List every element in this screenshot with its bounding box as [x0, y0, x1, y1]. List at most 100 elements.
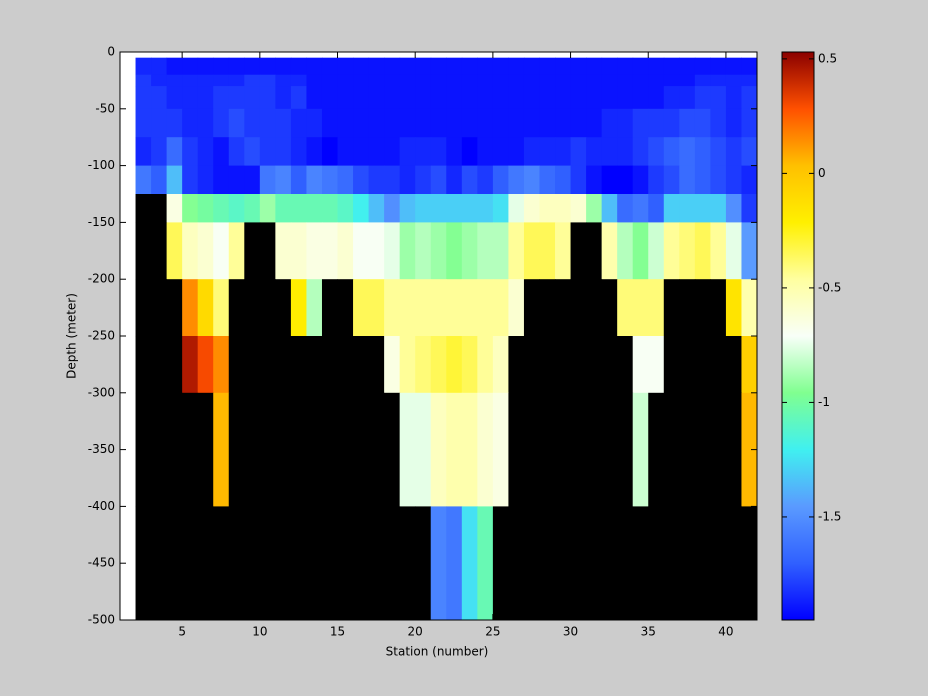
heatmap-cell	[601, 57, 618, 76]
heatmap-cell	[430, 392, 447, 507]
no-data-cell	[399, 506, 416, 621]
heatmap-cell	[648, 222, 665, 280]
no-data-cell	[135, 279, 152, 337]
x-tick-label: 25	[485, 625, 500, 639]
heatmap-cell	[679, 108, 696, 138]
heatmap-cell	[290, 279, 307, 337]
heatmap-cell	[617, 222, 634, 280]
no-data-cell	[353, 392, 370, 507]
heatmap-cell	[679, 57, 696, 76]
heatmap-cell	[663, 108, 680, 138]
no-data-cell	[306, 506, 323, 621]
heatmap-cell	[213, 74, 230, 87]
no-data-cell	[290, 506, 307, 621]
heatmap-cell	[197, 336, 214, 394]
heatmap-cell	[555, 74, 572, 87]
heatmap-cell	[679, 222, 696, 280]
heatmap-cell	[290, 194, 307, 223]
heatmap-cell	[570, 74, 587, 87]
heatmap-cell	[461, 279, 478, 337]
no-data-cell	[353, 506, 370, 621]
heatmap-cell	[617, 279, 634, 337]
heatmap-cell	[648, 336, 665, 394]
no-data-cell	[570, 506, 587, 621]
no-data-cell	[244, 506, 261, 621]
no-data-cell	[244, 336, 261, 394]
heatmap-cell	[632, 74, 649, 87]
heatmap-cell	[741, 137, 758, 167]
x-tick-label: 30	[563, 625, 578, 639]
heatmap-cell	[306, 222, 323, 280]
heatmap-cell	[368, 279, 385, 337]
heatmap-cell	[275, 222, 292, 280]
heatmap-cell	[415, 57, 432, 76]
no-data-cell	[679, 279, 696, 337]
no-data-cell	[135, 336, 152, 394]
x-tick-label: 15	[330, 625, 345, 639]
heatmap-cell	[368, 74, 385, 87]
heatmap-cell	[337, 108, 354, 138]
heatmap-cell	[415, 222, 432, 280]
heatmap-cell	[461, 506, 478, 621]
no-data-cell	[648, 392, 665, 507]
heatmap-cell	[570, 137, 587, 167]
heatmap-cell	[477, 506, 494, 621]
heatmap-cell	[446, 108, 463, 138]
heatmap-cell	[446, 74, 463, 87]
heatmap-cell	[446, 279, 463, 337]
heatmap-cell	[570, 165, 587, 195]
x-tick-label: 35	[641, 625, 656, 639]
heatmap-cell	[259, 194, 276, 223]
heatmap-cell	[601, 108, 618, 138]
no-data-cell	[244, 392, 261, 507]
heatmap-cell	[617, 57, 634, 76]
heatmap-cell	[601, 74, 618, 87]
heatmap-cell	[384, 74, 401, 87]
no-data-cell	[725, 392, 742, 507]
heatmap-cell	[415, 279, 432, 337]
heatmap-cell	[710, 137, 727, 167]
heatmap-cell	[213, 86, 230, 110]
heatmap-cell	[679, 194, 696, 223]
no-data-cell	[570, 336, 587, 394]
heatmap-cell	[166, 74, 183, 87]
no-data-cell	[228, 336, 245, 394]
heatmap-cell	[461, 392, 478, 507]
heatmap-cell	[135, 57, 152, 76]
heatmap-cell	[663, 86, 680, 110]
no-data-cell	[632, 506, 649, 621]
no-data-cell	[694, 392, 711, 507]
no-data-cell	[555, 336, 572, 394]
no-data-cell	[151, 336, 168, 394]
heatmap-cell	[725, 137, 742, 167]
heatmap-cell	[384, 194, 401, 223]
no-data-cell	[523, 506, 540, 621]
heatmap-cell	[399, 392, 416, 507]
x-axis-label: Station (number)	[386, 645, 489, 659]
heatmap-cell	[228, 108, 245, 138]
heatmap-cell	[151, 137, 168, 167]
heatmap-cell	[508, 86, 525, 110]
no-data-cell	[508, 336, 525, 394]
heatmap-cell	[259, 57, 276, 76]
heatmap-cell	[741, 222, 758, 280]
heatmap-cell	[290, 222, 307, 280]
heatmap-cell	[694, 74, 711, 87]
heatmap-cell	[648, 74, 665, 87]
x-tick-label: 20	[408, 625, 423, 639]
heatmap-cell	[415, 336, 432, 394]
no-data-cell	[275, 506, 292, 621]
heatmap-cell	[710, 194, 727, 223]
heatmap-cell	[290, 86, 307, 110]
heatmap-cell	[694, 57, 711, 76]
heatmap-cell	[477, 392, 494, 507]
heatmap-cell	[290, 165, 307, 195]
colorbar-tick-label: -1.5	[818, 509, 841, 523]
heatmap-cell	[601, 86, 618, 110]
heatmap-cell	[197, 108, 214, 138]
heatmap-cell	[430, 279, 447, 337]
heatmap-cell	[384, 108, 401, 138]
heatmap-cell	[741, 108, 758, 138]
no-data-cell	[353, 336, 370, 394]
heatmap-cell	[617, 194, 634, 223]
